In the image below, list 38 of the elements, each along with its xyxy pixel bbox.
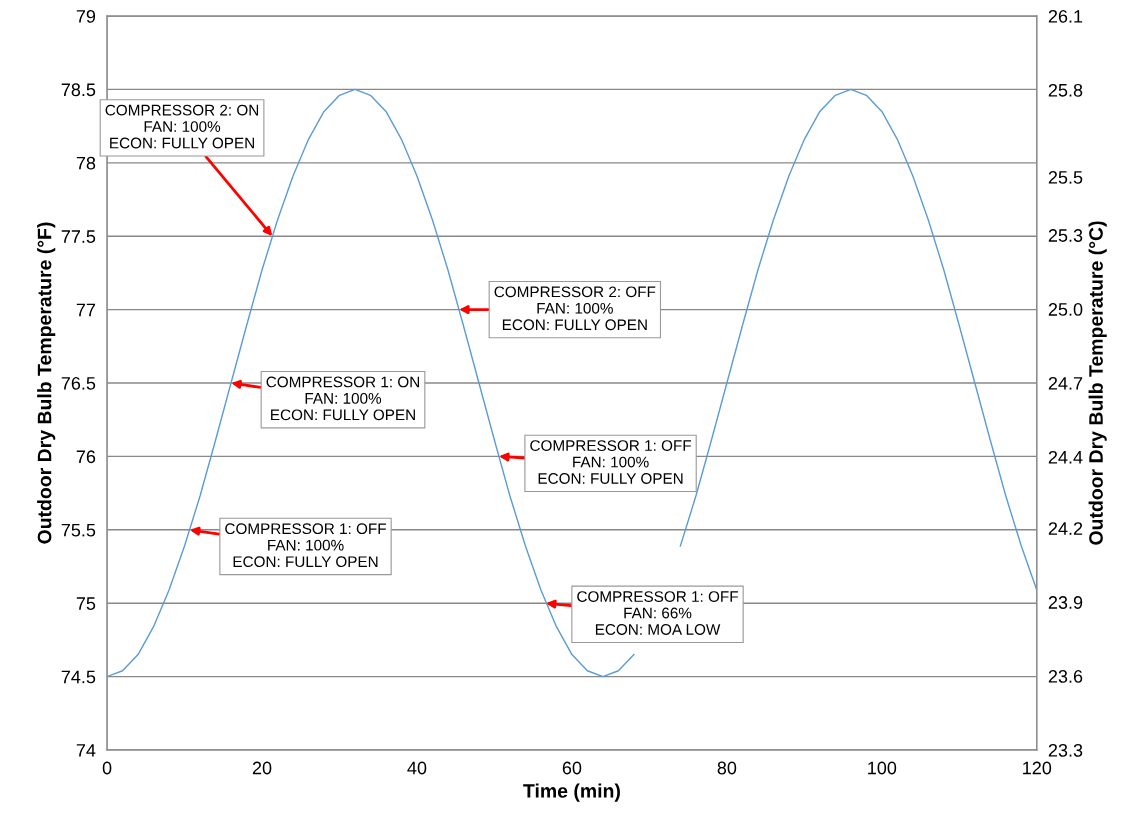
annotation: COMPRESSOR 1: OFF FAN: 66% ECON: MOA LOW	[577, 591, 738, 635]
annotation: COMPRESSOR 2: OFF FAN: 100% ECON: FULLY OPEN	[494, 286, 656, 331]
y-tick-label: 78.5	[61, 83, 96, 97]
y-tick-label: 78	[76, 156, 96, 170]
y2-tick-label: 23.3	[1048, 743, 1083, 757]
x-tick-label: 100	[868, 761, 897, 775]
y2-tick-label: 24.2	[1048, 522, 1083, 535]
annotation: COMPRESSOR 1: ON FAN: 100% ECON: FULLY OPEN	[266, 376, 419, 421]
y-tick-label: 76	[76, 450, 96, 464]
y2-tick-label: 25.8	[1048, 83, 1083, 97]
y-tick-label: 77	[76, 303, 96, 317]
y-tick-label: 77.5	[61, 230, 96, 243]
x-axis-title: Time (min)	[523, 783, 620, 802]
y2-tick-label: 26.1	[1048, 9, 1083, 23]
y-tick-label: 76.5	[61, 376, 96, 390]
annotation: COMPRESSOR 2: ON FAN: 100% ECON: FULLY OPEN	[105, 104, 259, 149]
annotation: COMPRESSOR 1: OFF FAN: 100% ECON: FULLY OPEN	[530, 440, 692, 484]
y-tick-label: 75.5	[61, 523, 96, 537]
y-axis-title: Outdoor Dry Bulb Temperature (°F)	[37, 222, 56, 544]
y2-tick-label: 23.6	[1048, 670, 1083, 683]
x-tick-label: 80	[717, 761, 737, 775]
y2-tick-label: 23.9	[1048, 596, 1083, 609]
y2-tick-label: 24.4	[1048, 450, 1083, 464]
y2-tick-label: 25.3	[1048, 229, 1083, 242]
y-tick-label: 75	[76, 597, 96, 610]
y2-tick-label: 25.5	[1048, 171, 1083, 184]
y-tick-label: 79	[76, 9, 96, 23]
x-tick-label: 120	[1023, 761, 1052, 775]
y2-axis-title: Outdoor Dry Bulb Temperature (°C)	[1088, 221, 1107, 545]
y2-tick-label: 25.0	[1048, 303, 1083, 316]
x-tick-label: 20	[252, 761, 272, 775]
annotation: COMPRESSOR 1: OFF FAN: 100% ECON: FULLY OPEN	[225, 523, 386, 568]
x-tick-label: 60	[562, 761, 582, 775]
y-tick-label: 74.5	[61, 670, 96, 684]
y-tick-label: 74	[76, 744, 96, 757]
x-tick-label: 0	[102, 761, 112, 775]
x-tick-label: 40	[407, 761, 427, 775]
y2-tick-label: 24.7	[1048, 376, 1083, 390]
